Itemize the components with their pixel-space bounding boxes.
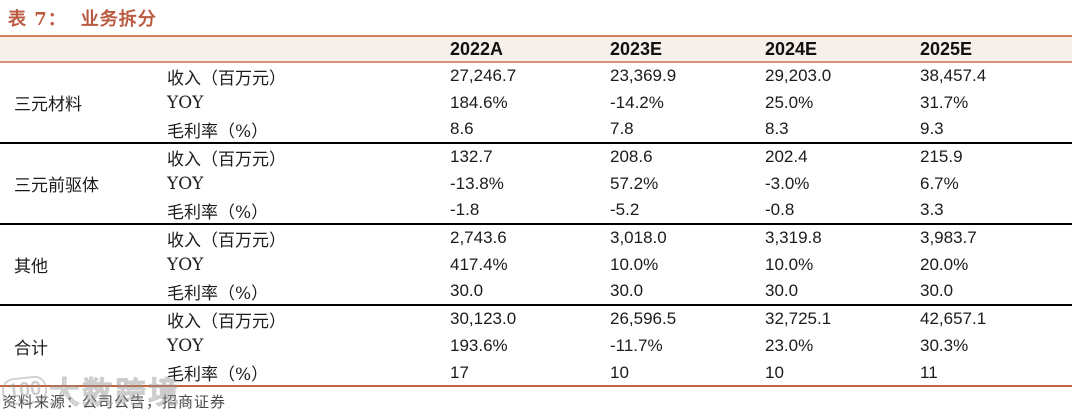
cell-value: 10.0% [610,254,659,274]
metric-label: 收入（百万元） [167,149,286,170]
cell-value: 30.3% [920,335,969,355]
metric-label: 收入（百万元） [167,230,286,251]
table-title: 表 7： 业务拆分 [8,5,157,31]
cell-value: 9.3 [920,119,944,138]
cell-value: 38,457.4 [920,66,987,85]
table-row: 三元前驱体 收入（百万元） 132.7 208.6 202.4 215.9 [0,143,1072,196]
table-title-prefix: 表 7： [8,9,67,30]
table-row: 毛利率（%） -1.8 -5.2 -0.8 3.3 [0,197,1072,224]
metric-label: YOY [167,335,204,356]
source-note: 资料来源：公司公告，招商证券 [2,393,227,411]
header-col-2023E: 2023E [610,38,663,59]
cell-value: -14.2% [610,92,664,112]
business-breakdown-table: 2022A 2023E 2024E 2025E 三元材料 收入（百万元） 27,… [0,35,1072,386]
group-qita: 其他 收入（百万元） 2,743.6 3,018.0 3,319.8 3,983… [0,224,1072,305]
table-row: 合计 收入（百万元） 30,123.0 26,596.5 32,725.1 42… [0,305,1072,359]
cell-value: 30.0 [765,281,799,300]
metric-label: 毛利率（%） [167,365,269,385]
header-empty-group [0,36,155,62]
metric-label: YOY [167,92,204,113]
cell-value: 6.7% [920,173,959,193]
table-row: YOY 417.4% 10.0% 10.0% 20.0% [0,251,1072,278]
cell-value: 30.0 [920,281,954,300]
metric-label: YOY [167,173,204,194]
cell-value: 31.7% [920,92,969,112]
cell-value: 3,319.8 [765,228,822,247]
metric-label: 收入（百万元） [167,311,286,332]
cell-value: 23.0% [765,335,814,355]
group-label: 其他 [14,257,48,277]
cell-value: -3.0% [765,173,810,193]
cell-value: 42,657.1 [920,309,987,328]
metric-label: 毛利率（%） [167,121,269,142]
cell-value: 8.3 [765,119,789,138]
cell-value: 132.7 [450,147,493,166]
cell-value: 208.6 [610,147,653,166]
cell-value: 3,018.0 [610,228,667,247]
table-bottom-rule [0,385,1072,387]
table-header-row: 2022A 2023E 2024E 2025E [0,36,1072,62]
cell-value: 10 [765,362,784,382]
table-row: YOY -13.8% 57.2% -3.0% 6.7% [0,170,1072,197]
table-row: YOY 193.6% -11.7% 23.0% 30.3% [0,332,1072,359]
cell-value: 193.6% [450,335,508,355]
metric-label: 收入（百万元） [167,68,286,89]
cell-value: 215.9 [920,147,963,166]
table-title-text: 业务拆分 [80,9,157,30]
table-row: 毛利率（%） 17 10 10 11 [0,359,1072,386]
table-row: 三元材料 收入（百万元） 27,246.7 23,369.9 29,203.0 … [0,62,1072,115]
cell-value: 57.2% [610,173,659,193]
group-heji: 合计 收入（百万元） 30,123.0 26,596.5 32,725.1 42… [0,305,1072,386]
table-row: 其他 收入（百万元） 2,743.6 3,018.0 3,319.8 3,983… [0,224,1072,277]
cell-value: -13.8% [450,173,504,193]
group-sanyuan-cailiao: 三元材料 收入（百万元） 27,246.7 23,369.9 29,203.0 … [0,62,1072,143]
group-label: 三元前驱体 [14,176,99,196]
cell-value: 184.6% [450,92,508,112]
cell-value: 29,203.0 [765,66,832,85]
cell-value: 30.0 [450,281,484,300]
cell-value: 30.0 [610,281,644,300]
cell-value: 10.0% [765,254,814,274]
cell-value: 2,743.6 [450,228,507,247]
header-col-2022A: 2022A [450,38,504,59]
header-col-2025E: 2025E [920,38,973,59]
metric-label: 毛利率（%） [167,283,269,304]
cell-value: 25.0% [765,92,814,112]
cell-value: 23,369.9 [610,66,677,85]
cell-value: 10 [610,362,629,382]
cell-value: -1.8 [450,200,480,219]
cell-value: 32,725.1 [765,309,832,328]
table-row: YOY 184.6% -14.2% 25.0% 31.7% [0,89,1072,116]
metric-label: YOY [167,254,204,275]
table-row: 毛利率（%） 8.6 7.8 8.3 9.3 [0,116,1072,143]
cell-value: 26,596.5 [610,309,677,328]
cell-value: -5.2 [610,200,640,219]
cell-value: 11 [920,362,938,382]
cell-value: 417.4% [450,254,508,274]
cell-value: 30,123.0 [450,309,517,328]
group-label: 三元材料 [14,95,82,115]
group-label: 合计 [14,338,48,359]
table-row: 毛利率（%） 30.0 30.0 30.0 30.0 [0,278,1072,305]
cell-value: -11.7% [610,335,663,355]
cell-value: -0.8 [765,200,795,219]
header-col-2024E: 2024E [765,38,818,59]
cell-value: 3.3 [920,200,944,219]
cell-value: 27,246.7 [450,66,517,85]
cell-value: 20.0% [920,254,969,274]
cell-value: 7.8 [610,119,634,138]
metric-label: 毛利率（%） [167,202,269,223]
group-sanyuan-qianquti: 三元前驱体 收入（百万元） 132.7 208.6 202.4 215.9 YO… [0,143,1072,224]
cell-value: 8.6 [450,119,474,138]
cell-value: 3,983.7 [920,228,977,247]
cell-value: 202.4 [765,147,808,166]
header-empty-metric [155,36,450,62]
cell-value: 17 [450,362,469,382]
